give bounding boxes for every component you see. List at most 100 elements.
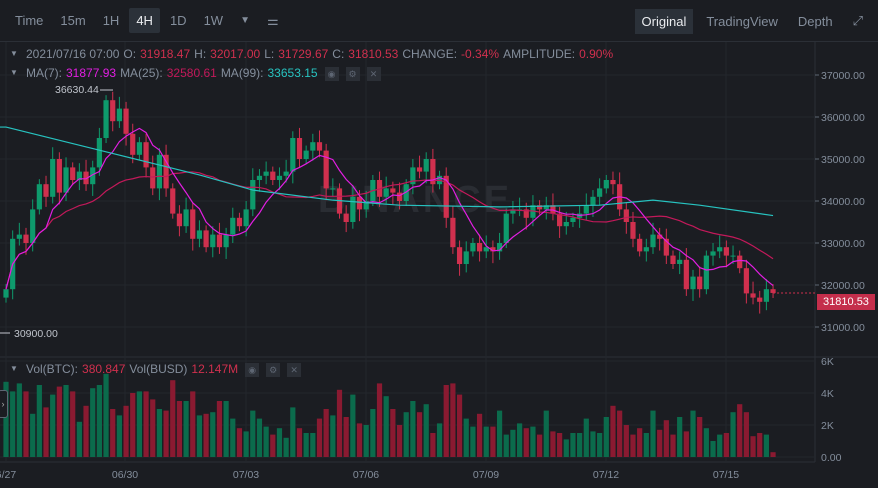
volume-bar: [650, 410, 656, 457]
candle-body: [83, 171, 89, 185]
volume-bar: [717, 434, 723, 457]
fullscreen-icon[interactable]: ⤢: [852, 13, 863, 28]
close-icon[interactable]: ✕: [287, 362, 302, 377]
candle-body: [356, 196, 363, 210]
view-original[interactable]: Original: [634, 8, 694, 34]
candle-body: [96, 138, 102, 168]
view-depth[interactable]: Depth: [797, 13, 833, 29]
candle-body: [143, 142, 149, 168]
volume-bar: [610, 405, 616, 457]
candle-body: [343, 213, 349, 222]
candle-body: [537, 205, 543, 210]
collapse-triangle-icon[interactable]: ▼: [10, 364, 18, 373]
candle-body: [637, 238, 643, 252]
volume-bar: [256, 418, 263, 457]
dropdown-triangle-icon[interactable]: ▼: [240, 15, 250, 26]
candle-body: [470, 243, 476, 252]
volume-bar: [510, 429, 516, 457]
interval-1d[interactable]: 1D: [169, 13, 187, 28]
candle-body: [276, 175, 283, 180]
volume-bar: [563, 439, 569, 457]
candle-body: [677, 259, 683, 264]
candle-body: [36, 184, 42, 210]
volume-bar: [770, 452, 776, 457]
volume-bar: [757, 433, 763, 457]
volume-bar: [697, 417, 703, 457]
price-tick-label: 34000.00: [821, 196, 865, 208]
low-value: 31729.67: [278, 47, 329, 61]
volume-bar: [583, 418, 589, 457]
volume-bar: [670, 434, 676, 457]
volume-bar: [623, 425, 629, 457]
volume-bar: [456, 394, 463, 457]
candle-body: [70, 167, 76, 180]
interval-1h[interactable]: 1H: [102, 13, 120, 28]
close-icon[interactable]: ✕: [366, 66, 381, 81]
volume-bar: [383, 396, 389, 457]
volume-bar: [136, 391, 142, 457]
volume-bar: [56, 386, 62, 457]
interval-1w[interactable]: 1W: [203, 13, 224, 28]
expand-arrow-button[interactable]: ›: [0, 390, 8, 418]
volume-bar: [270, 434, 276, 457]
candle-body: [643, 247, 649, 252]
interval-time[interactable]: Time: [15, 13, 44, 28]
last-price-tag: 31810.53: [817, 294, 875, 310]
volume-bar: [436, 423, 443, 457]
volume-bar: [210, 412, 216, 457]
volume-bar: [550, 431, 556, 457]
volume-bar: [110, 409, 116, 457]
volume-bar: [63, 385, 69, 457]
open-label: O:: [123, 47, 137, 61]
candle-body: [597, 188, 603, 197]
volume-bar: [677, 417, 683, 457]
toolbar: Time 15m 1H 4H 1D 1W ▼ ⚌ Original Tradin…: [0, 0, 878, 42]
view-tradingview[interactable]: TradingView: [706, 13, 778, 29]
volume-bar: [283, 437, 289, 457]
volume-bar: [603, 417, 609, 457]
eye-icon[interactable]: ◉: [324, 66, 339, 81]
candle-body: [176, 213, 183, 227]
interval-15m[interactable]: 15m: [60, 13, 86, 28]
gear-icon[interactable]: ⚙: [345, 66, 360, 81]
volume-bar: [263, 426, 269, 457]
collapse-triangle-icon[interactable]: ▼: [10, 49, 18, 58]
candle-body: [483, 247, 489, 252]
volume-bar: [190, 391, 196, 457]
volume-bar: [370, 409, 376, 457]
candle-body: [156, 154, 163, 189]
gear-icon[interactable]: ⚙: [266, 362, 281, 377]
volume-tick-label: 0.00: [821, 452, 842, 464]
settings-sliders-icon[interactable]: ⚌: [266, 12, 279, 28]
volume-bar: [336, 389, 343, 457]
volume-bar: [176, 401, 183, 457]
low-label: L:: [264, 47, 275, 61]
collapse-triangle-icon[interactable]: ▼: [10, 68, 18, 77]
candle-body: [16, 234, 22, 239]
candle-body: [443, 175, 449, 218]
volume-bar: [737, 404, 743, 457]
candle-body: [376, 180, 383, 197]
volume-bar: [537, 434, 543, 457]
candle-body: [623, 209, 629, 222]
interval-4h[interactable]: 4H: [129, 8, 160, 33]
candle-body: [283, 171, 289, 176]
candle-body: [23, 234, 29, 243]
candle-body: [170, 188, 176, 214]
high-label: H:: [194, 47, 207, 61]
candle-body: [303, 150, 309, 159]
candle-body: [183, 209, 189, 227]
volume-bar: [657, 429, 663, 457]
candle-body: [590, 196, 596, 206]
candle-body: [557, 213, 563, 227]
vol-busd-label: Vol(BUSD): [129, 362, 188, 376]
volume-bar: [83, 405, 89, 457]
candle-body: [30, 209, 36, 243]
ma7-label: MA(7):: [26, 66, 62, 80]
volume-bar: [523, 428, 529, 457]
candle-body: [463, 251, 469, 264]
volume-bar: [690, 410, 696, 457]
volume-bar: [597, 433, 603, 457]
eye-icon[interactable]: ◉: [245, 362, 260, 377]
candle-body: [610, 180, 616, 185]
